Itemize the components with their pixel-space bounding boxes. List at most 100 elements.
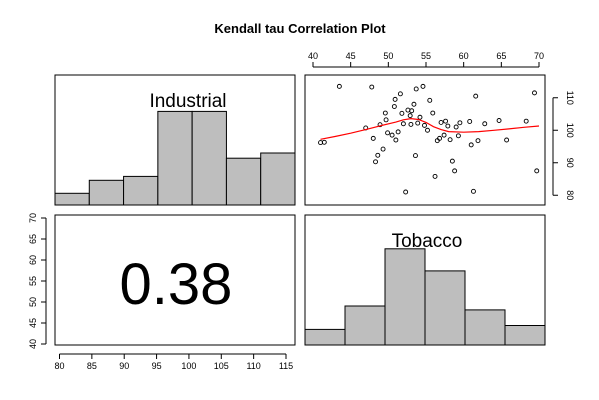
tick-label: 80 (565, 190, 575, 200)
tick-label: 50 (28, 297, 38, 307)
scatter-point (403, 189, 409, 195)
smoother-line (320, 117, 540, 140)
axes: 80 85 90 95 100 105 110 115 40 45 50 55 60 65 70 40 45 50… (28, 51, 575, 371)
scatter-point (437, 135, 443, 141)
scatter-point (409, 108, 415, 114)
scatter-point (321, 139, 327, 145)
tick-label: 110 (246, 361, 260, 371)
scatter-point (417, 114, 423, 120)
correlation-value: 0.38 (120, 252, 233, 317)
industrial-histogram-bars (54, 110, 296, 206)
scatter-point (523, 118, 529, 124)
industrial-bar (225, 157, 262, 206)
scatter-point (377, 122, 383, 128)
tick-label: 85 (87, 361, 97, 371)
scatter-point (475, 138, 481, 144)
tick-label: 65 (28, 234, 38, 244)
tick-label: 45 (346, 51, 356, 61)
tick-label: 70 (534, 51, 544, 61)
scatter-point (336, 83, 342, 89)
scatter-point (441, 132, 447, 138)
tick-label: 105 (214, 361, 229, 371)
tick-label: 40 (28, 339, 38, 349)
industrial-bar (157, 110, 193, 206)
tick-label: 90 (565, 158, 575, 168)
industrial-bar (88, 179, 125, 206)
tick-label: 110 (565, 91, 575, 105)
tobacco-bar (424, 270, 466, 346)
scatter-point (413, 153, 418, 159)
scatter-point (449, 158, 455, 164)
tobacco-histogram-bars (304, 248, 546, 346)
scatter-point (408, 121, 414, 127)
tobacco-bar (344, 305, 386, 346)
tick-label: 100 (181, 361, 196, 371)
tick-label: 60 (459, 51, 469, 61)
scatter-point (447, 137, 453, 143)
scatter-point (534, 168, 540, 174)
scatter-point (453, 124, 459, 130)
scatter-point (380, 146, 386, 152)
scatter-point (370, 135, 376, 141)
tick-label: 40 (308, 51, 318, 61)
chart-title: Kendall tau Correlation Plot (214, 21, 386, 36)
tick-label: 70 (28, 213, 38, 223)
tick-label: 45 (28, 318, 38, 328)
scatter-point (482, 121, 488, 127)
tick-label: 90 (119, 361, 129, 371)
scatter-point (443, 118, 449, 124)
tick-label: 80 (54, 361, 64, 371)
scatter-point (407, 113, 413, 119)
scatter-point (392, 96, 398, 102)
scatter-point (432, 173, 438, 179)
scatter-points (318, 83, 540, 195)
scatter-point (375, 152, 381, 158)
tick-label: 60 (28, 255, 38, 265)
scatter-point (411, 101, 417, 107)
scatter-point (467, 119, 473, 124)
scatter-point (457, 120, 463, 126)
scatter-point (397, 91, 403, 97)
scatter-point (496, 118, 502, 123)
scatter-point (391, 104, 397, 109)
scatter-point (473, 93, 479, 99)
industrial-label: Industrial (149, 91, 226, 112)
scatter-point (400, 121, 406, 127)
scatter-point (425, 127, 430, 133)
tobacco-bar (504, 325, 546, 346)
tobacco-label: Tobacco (392, 231, 463, 252)
scatter-point (405, 107, 411, 113)
correlation-panel (54, 214, 296, 346)
scatter-panel (304, 74, 546, 206)
scatter-point (399, 110, 405, 116)
scatter-point (532, 90, 537, 96)
scatter-point (430, 110, 436, 116)
scatter-point (413, 86, 419, 92)
scatter-point (468, 142, 474, 148)
tick-label: 55 (28, 276, 38, 286)
scatter-point (427, 97, 433, 103)
industrial-bar (191, 110, 227, 206)
scatter-point (369, 84, 375, 90)
industrial-bar (54, 192, 90, 206)
tick-label: 55 (421, 51, 431, 61)
scatter-point (395, 129, 401, 135)
scatter-point (385, 130, 391, 136)
tobacco-bar (304, 328, 346, 346)
scatter-point (455, 133, 461, 139)
scatter-point (382, 110, 388, 116)
scatter-point (389, 132, 395, 138)
tick-label: 95 (152, 361, 162, 371)
scatter-point (422, 122, 427, 128)
scatter-point (373, 159, 378, 165)
tobacco-bar (384, 248, 426, 346)
tick-label: 50 (383, 51, 393, 61)
scatter-point (383, 117, 389, 123)
tobacco-bar (464, 309, 506, 346)
industrial-bar (123, 175, 159, 206)
scatter-point (504, 137, 510, 143)
tick-label: 115 (279, 361, 293, 371)
scatter-point (438, 119, 444, 125)
scatter-point (420, 83, 426, 89)
